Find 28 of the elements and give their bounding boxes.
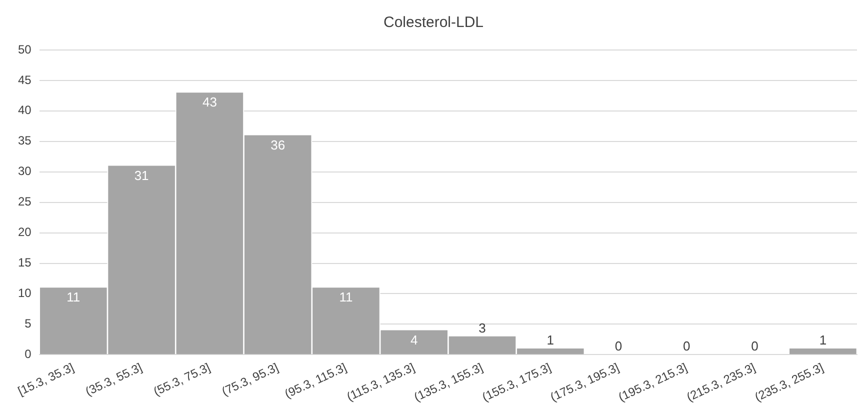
y-tick-label: 20 xyxy=(18,225,32,240)
data-label: 1 xyxy=(819,332,827,348)
data-label: 3 xyxy=(478,320,486,336)
chart-title: Colesterol-LDL xyxy=(383,14,484,32)
x-tick-label: (75.3, 95.3] xyxy=(220,360,280,399)
y-tick-label: 10 xyxy=(18,286,32,300)
data-label: 0 xyxy=(683,338,690,354)
y-tick-label: 5 xyxy=(24,316,32,330)
x-tick-label: (35.3, 55.3] xyxy=(83,360,144,399)
data-label: 0 xyxy=(614,338,622,354)
y-tick-label: 35 xyxy=(18,134,32,148)
x-tick-label: [15.3, 35.3] xyxy=(16,360,76,398)
y-tick-label: 0 xyxy=(24,346,32,361)
data-label: 4 xyxy=(410,332,418,348)
data-label: 11 xyxy=(339,290,353,305)
x-tick-label: (55.3, 75.3] xyxy=(151,360,212,399)
y-tick-label: 15 xyxy=(18,256,32,270)
y-tick-label: 30 xyxy=(18,164,32,178)
data-label: 0 xyxy=(751,338,758,354)
data-label: 43 xyxy=(202,94,217,110)
y-tick-label: 45 xyxy=(18,72,32,87)
y-tick-label: 40 xyxy=(18,103,32,118)
y-tick-label: 50 xyxy=(18,42,32,56)
data-label: 31 xyxy=(134,168,149,183)
data-label: 11 xyxy=(66,290,80,305)
data-label: 36 xyxy=(270,137,286,152)
data-label: 1 xyxy=(546,332,554,348)
y-tick-label: 25 xyxy=(18,194,32,209)
